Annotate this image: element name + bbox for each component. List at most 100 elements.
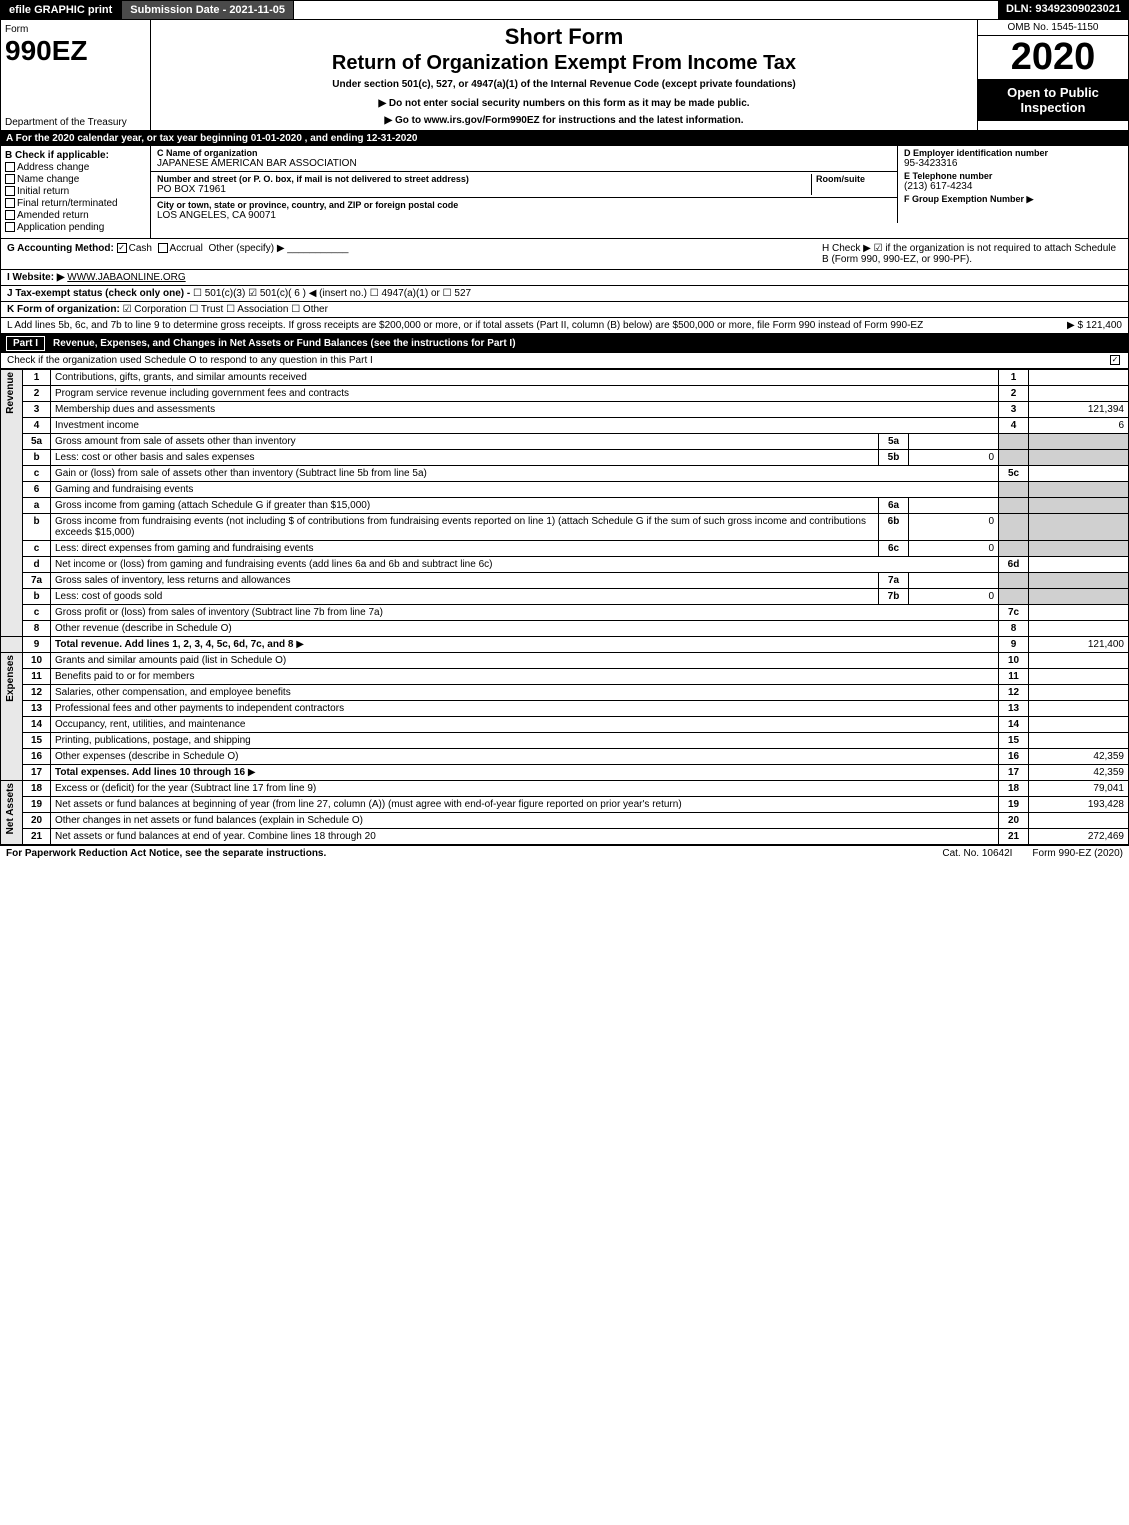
- table-row: aGross income from gaming (attach Schedu…: [1, 498, 1129, 514]
- under-section: Under section 501(c), 527, or 4947(a)(1)…: [159, 79, 969, 90]
- table-row: 4Investment income46: [1, 418, 1129, 434]
- part1-header: Part I Revenue, Expenses, and Changes in…: [0, 334, 1129, 353]
- c-name-label: C Name of organization: [157, 148, 891, 158]
- chk-name-change[interactable]: Name change: [5, 174, 146, 185]
- row-j: J Tax-exempt status (check only one) - ☐…: [0, 286, 1129, 302]
- netassets-sidelabel: Net Assets: [1, 781, 23, 845]
- table-row: dNet income or (loss) from gaming and fu…: [1, 557, 1129, 573]
- footer-left: For Paperwork Reduction Act Notice, see …: [6, 848, 922, 859]
- j-label: J Tax-exempt status (check only one) -: [7, 288, 190, 299]
- form-number: 990EZ: [5, 35, 146, 67]
- group-label: F Group Exemption Number ▶: [904, 194, 1122, 205]
- chk-initial-return[interactable]: Initial return: [5, 186, 146, 197]
- chk-accrual[interactable]: [158, 243, 168, 253]
- j-opts: ☐ 501(c)(3) ☑ 501(c)( 6 ) ◀ (insert no.)…: [193, 288, 471, 299]
- table-row: Expenses 10Grants and similar amounts pa…: [1, 653, 1129, 669]
- c-name-row: C Name of organization JAPANESE AMERICAN…: [151, 146, 897, 172]
- col-b-checkboxes: B Check if applicable: Address change Na…: [1, 146, 151, 238]
- table-row: 6Gaming and fundraising events: [1, 482, 1129, 498]
- table-row: 12Salaries, other compensation, and empl…: [1, 685, 1129, 701]
- table-row: bLess: cost or other basis and sales exp…: [1, 450, 1129, 466]
- org-city: LOS ANGELES, CA 90071: [157, 210, 891, 221]
- row-gh: G Accounting Method: Cash Accrual Other …: [0, 239, 1129, 270]
- short-form-title: Short Form: [159, 24, 969, 50]
- header-mid: Short Form Return of Organization Exempt…: [151, 20, 978, 130]
- efile-print-button[interactable]: efile GRAPHIC print: [0, 0, 121, 20]
- dept-treasury: Department of the Treasury: [5, 117, 127, 128]
- tax-year: 2020: [978, 36, 1128, 79]
- table-row: 13Professional fees and other payments t…: [1, 701, 1129, 717]
- table-row: 19Net assets or fund balances at beginni…: [1, 797, 1129, 813]
- l-text: L Add lines 5b, 6c, and 7b to line 9 to …: [7, 320, 923, 331]
- k-opts: ☑ Corporation ☐ Trust ☐ Association ☐ Ot…: [123, 304, 328, 315]
- col-b-label: B Check if applicable:: [5, 150, 146, 161]
- chk-cash[interactable]: [117, 243, 127, 253]
- row-i: I Website: ▶ WWW.JABAONLINE.ORG: [0, 270, 1129, 286]
- page-footer: For Paperwork Reduction Act Notice, see …: [0, 845, 1129, 861]
- c-city-label: City or town, state or province, country…: [157, 200, 891, 210]
- footer-cat: Cat. No. 10642I: [922, 848, 1032, 859]
- c-main: C Name of organization JAPANESE AMERICAN…: [151, 146, 898, 223]
- chk-address-change[interactable]: Address change: [5, 162, 146, 173]
- tel-value: (213) 617-4234: [904, 181, 1122, 192]
- row-h: H Check ▶ ☑ if the organization is not r…: [822, 243, 1122, 265]
- ein-value: 95-3423316: [904, 158, 1122, 169]
- table-row: 15Printing, publications, postage, and s…: [1, 733, 1129, 749]
- return-title: Return of Organization Exempt From Incom…: [159, 52, 969, 75]
- table-row: 17Total expenses. Add lines 10 through 1…: [1, 765, 1129, 781]
- table-row: 9Total revenue. Add lines 1, 2, 3, 4, 5c…: [1, 637, 1129, 653]
- col-cd: C Name of organization JAPANESE AMERICAN…: [151, 146, 1128, 238]
- goto-link[interactable]: ▶ Go to www.irs.gov/Form990EZ for instru…: [159, 115, 969, 126]
- header-right: OMB No. 1545-1150 2020 Open to Public In…: [978, 20, 1128, 130]
- table-row: cGain or (loss) from sale of assets othe…: [1, 466, 1129, 482]
- table-row: Net Assets 18Excess or (deficit) for the…: [1, 781, 1129, 797]
- footer-form: Form 990-EZ (2020): [1032, 848, 1123, 859]
- part1-label: Part I: [6, 336, 45, 351]
- table-row: 16Other expenses (describe in Schedule O…: [1, 749, 1129, 765]
- table-row: bGross income from fundraising events (n…: [1, 514, 1129, 541]
- table-row: cLess: direct expenses from gaming and f…: [1, 541, 1129, 557]
- part1-sub: Check if the organization used Schedule …: [0, 353, 1129, 369]
- chk-final-return[interactable]: Final return/terminated: [5, 198, 146, 209]
- submission-date-button[interactable]: Submission Date - 2021-11-05: [121, 0, 294, 20]
- omb-number: OMB No. 1545-1150: [978, 20, 1128, 36]
- table-row: 14Occupancy, rent, utilities, and mainte…: [1, 717, 1129, 733]
- ein-label: D Employer identification number: [904, 148, 1122, 158]
- part1-table: Revenue 1Contributions, gifts, grants, a…: [0, 369, 1129, 845]
- row-k: K Form of organization: ☑ Corporation ☐ …: [0, 302, 1129, 318]
- row-l: L Add lines 5b, 6c, and 7b to line 9 to …: [0, 318, 1129, 334]
- g-label: G Accounting Method:: [7, 243, 114, 254]
- table-row: cGross profit or (loss) from sales of in…: [1, 605, 1129, 621]
- chk-schedule-o[interactable]: [1110, 355, 1120, 365]
- row-c: C Name of organization JAPANESE AMERICAN…: [151, 146, 1128, 223]
- table-row: bLess: cost of goods sold7b0: [1, 589, 1129, 605]
- c-city-row: City or town, state or province, country…: [151, 198, 897, 223]
- row-a-tax-year: A For the 2020 calendar year, or tax yea…: [0, 131, 1129, 146]
- open-to-public: Open to Public Inspection: [978, 79, 1128, 121]
- website-link[interactable]: WWW.JABAONLINE.ORG: [67, 272, 185, 283]
- chk-amended-return[interactable]: Amended return: [5, 210, 146, 221]
- table-row: 11Benefits paid to or for members11: [1, 669, 1129, 685]
- g-other: Other (specify) ▶: [208, 243, 284, 254]
- table-row: Revenue 1Contributions, gifts, grants, a…: [1, 370, 1129, 386]
- c-room-label: Room/suite: [816, 174, 891, 184]
- topbar-spacer: [294, 0, 998, 20]
- expenses-sidelabel: Expenses: [1, 653, 23, 781]
- revenue-sidelabel: Revenue: [1, 370, 23, 637]
- org-name: JAPANESE AMERICAN BAR ASSOCIATION: [157, 158, 891, 169]
- i-label: I Website: ▶: [7, 272, 65, 283]
- org-street: PO BOX 71961: [157, 184, 811, 195]
- form-label: Form: [5, 24, 146, 35]
- table-row: 8Other revenue (describe in Schedule O)8: [1, 621, 1129, 637]
- c-street-row: Number and street (or P. O. box, if mail…: [151, 172, 897, 198]
- table-row: 3Membership dues and assessments3121,394: [1, 402, 1129, 418]
- table-row: 7aGross sales of inventory, less returns…: [1, 573, 1129, 589]
- tel-label: E Telephone number: [904, 171, 1122, 181]
- table-row: 2Program service revenue including gover…: [1, 386, 1129, 402]
- chk-application-pending[interactable]: Application pending: [5, 222, 146, 233]
- row-g: G Accounting Method: Cash Accrual Other …: [7, 243, 822, 265]
- table-row: 20Other changes in net assets or fund ba…: [1, 813, 1129, 829]
- l-amount: ▶ $ 121,400: [1067, 320, 1122, 331]
- c-street-label: Number and street (or P. O. box, if mail…: [157, 174, 811, 184]
- block-bcd: B Check if applicable: Address change Na…: [0, 146, 1129, 239]
